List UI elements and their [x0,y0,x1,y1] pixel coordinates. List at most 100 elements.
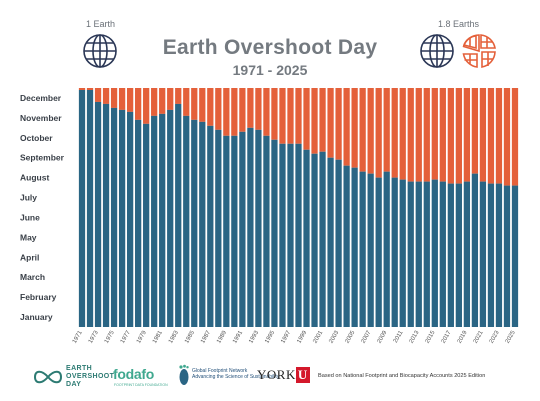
bar-1992 [247,127,254,327]
overshoot-bar-1993 [255,88,262,130]
overshoot-bar-1980 [151,88,158,116]
overshoot-bar-2003 [335,88,342,160]
x-tick-label: 1997 [280,329,292,344]
overshoot-bar-2021 [479,88,487,182]
overshoot-bar-2014 [423,88,430,182]
x-tick-label: 2021 [473,329,485,344]
bar-1991 [239,131,246,327]
overshoot-bar-2015 [431,88,438,180]
bar-1984 [183,115,190,327]
globe-icon [83,34,117,68]
bar-1981 [159,113,166,328]
eod-logo-icon [33,370,63,384]
bar-1997 [287,143,294,327]
x-tick-label: 1973 [88,329,100,344]
bar-1995 [271,139,278,327]
eod-logo-text: EARTH OVERSHOOT DAY [66,365,115,388]
bar-2005 [351,167,358,327]
bars-group [78,88,519,328]
x-tick-label: 2005 [344,329,356,344]
x-tick-label: 1981 [152,329,164,344]
bar-1983 [175,103,182,327]
overshoot-bar-1983 [175,88,182,104]
bar-2012 [407,181,414,327]
x-tick-label: 1989 [216,329,228,344]
x-tick-label: 2009 [377,329,389,344]
overshoot-bar-2001 [319,88,326,152]
overshoot-bar-1989 [223,88,230,136]
overshoot-bar-1996 [279,88,286,144]
x-tick-label: 2003 [328,329,340,344]
left-globe-label: 1 Earth [86,19,116,29]
y-tick-label: April [20,252,39,262]
overshoot-bar-1975 [110,88,118,108]
x-tick-label: 1985 [184,329,196,344]
overshoot-bar-2004 [343,88,350,166]
x-tick-label: 1991 [232,329,244,344]
bar-2019 [463,181,471,327]
overshoot-bar-1984 [183,88,190,116]
x-tick-label: 1975 [104,329,116,344]
gfn-logo-text: Global Footprint Network Advancing the S… [192,368,280,380]
chart-title: Earth Overshoot Day [162,36,378,59]
bar-2017 [447,183,454,327]
bar-2023 [495,183,503,327]
y-tick-label: July [20,193,37,203]
fodafo-logo: fodafo [113,366,154,382]
bar-1987 [207,125,214,327]
overshoot-bar-2018 [455,88,462,184]
overshoot-bar-1998 [295,88,302,144]
x-tick-label: 1987 [200,329,212,344]
fodafo-subtitle: FOOTPRINT DATA FOUNDATION [114,383,168,387]
overshoot-bar-2016 [439,88,446,182]
overshoot-bar-1994 [263,88,270,136]
bar-2011 [399,179,406,327]
x-tick-label: 2013 [409,329,421,344]
overshoot-bar-2025 [511,88,519,186]
bar-1982 [167,109,174,328]
y-tick-label: November [20,113,62,123]
overshoot-bar-1986 [199,88,206,122]
bar-2004 [343,165,350,327]
overshoot-bar-1990 [231,88,238,136]
x-tick-label: 2019 [457,329,469,344]
overshoot-bar-1991 [239,88,246,132]
overshoot-bar-2024 [503,88,511,186]
partial-globe-icon [462,34,496,68]
bar-2021 [479,181,487,327]
globe-icon [420,34,454,68]
overshoot-bar-1992 [247,88,254,128]
overshoot-bar-2022 [487,88,495,184]
overshoot-bar-2019 [463,88,471,182]
overshoot-bar-1978 [135,88,142,120]
bar-1979 [143,123,150,327]
overshoot-bar-1988 [215,88,222,130]
bar-2020 [471,173,479,327]
y-axis-labels: January February March April May June July Augu… [20,93,65,322]
bar-1998 [295,143,302,327]
y-tick-label: January [20,312,53,322]
overshoot-bar-1995 [271,88,278,140]
bar-1975 [110,107,118,328]
overshoot-bar-2010 [391,88,398,178]
overshoot-bar-1971 [78,88,86,90]
x-tick-label: 2001 [312,329,324,344]
overshoot-bar-1981 [159,88,166,114]
source-note: Based on National Footprint and Biocapac… [318,373,486,379]
y-tick-label: February [20,292,57,302]
overshoot-bar-2007 [367,88,374,174]
bar-1977 [126,111,134,328]
bar-1999 [303,149,310,327]
x-tick-label: 2017 [441,329,453,344]
overshoot-bar-1987 [207,88,214,126]
bar-2001 [319,151,326,327]
bar-1972 [86,89,94,327]
x-tick-label: 2011 [393,329,405,344]
bar-2014 [423,181,430,327]
x-tick-label: 1977 [120,329,132,344]
bar-1990 [231,135,238,327]
x-tick-label: 1983 [168,329,180,344]
bar-2013 [415,181,422,327]
bar-2009 [383,171,390,327]
bar-2024 [503,185,511,327]
